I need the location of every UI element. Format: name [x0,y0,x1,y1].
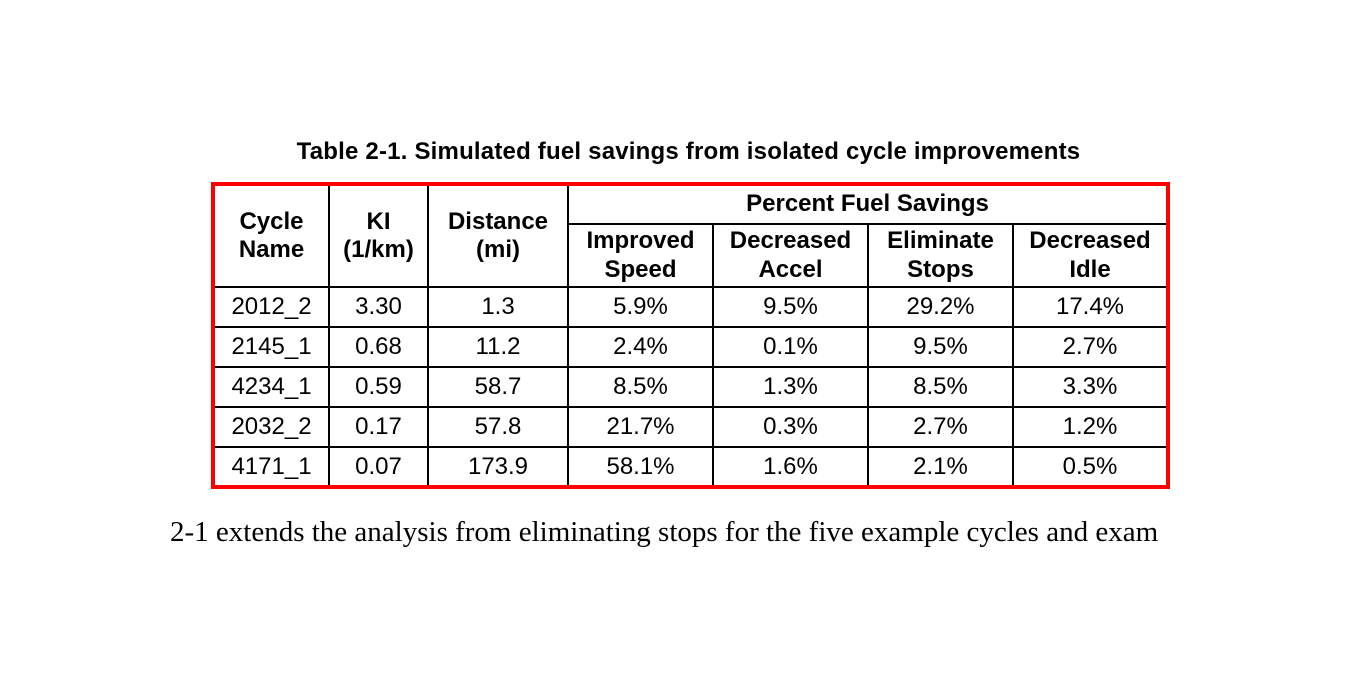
cell-ki: 0.59 [328,366,429,408]
table-row: 4234_1 0.59 58.7 8.5% 1.3% 8.5% 3.3% [212,366,1170,408]
cell-eliminate-stops: 2.1% [867,446,1014,488]
cell-decreased-accel: 1.3% [712,366,869,408]
cell-improved-speed: 58.1% [567,446,714,488]
cell-improved-speed: 21.7% [567,406,714,448]
cell-cycle-name: 2145_1 [212,326,330,368]
cell-distance: 1.3 [427,286,569,328]
cell-improved-speed: 8.5% [567,366,714,408]
header-row-sub: Improved Speed Decreased Accel Eliminate… [213,223,1170,288]
cell-distance: 173.9 [427,446,569,488]
col-header-decreased-idle: Decreased Idle [1011,223,1170,288]
cell-decreased-accel: 0.1% [712,326,869,368]
cell-ki: 0.68 [328,326,429,368]
col-header-cycle-name: Cycle Name [212,183,330,288]
col-header-decreased-accel: Decreased Accel [712,223,869,288]
cell-distance: 57.8 [427,406,569,448]
cell-ki: 0.17 [328,406,429,448]
table-row: 2145_1 0.68 11.2 2.4% 0.1% 9.5% 2.7% [212,326,1170,368]
cell-decreased-accel: 9.5% [712,286,869,328]
cell-cycle-name: 4234_1 [212,366,330,408]
cell-improved-speed: 2.4% [567,326,714,368]
cell-decreased-idle: 3.3% [1011,366,1170,408]
cell-improved-speed: 5.9% [567,286,714,328]
cell-eliminate-stops: 9.5% [867,326,1014,368]
cell-cycle-name: 2032_2 [212,406,330,448]
table-row: 2032_2 0.17 57.8 21.7% 0.3% 2.7% 1.2% [212,406,1170,448]
cell-cycle-name: 4171_1 [212,446,330,488]
cell-decreased-idle: 2.7% [1011,326,1170,368]
cell-decreased-idle: 17.4% [1011,286,1170,328]
col-header-improved-speed: Improved Speed [567,223,714,288]
col-header-distance: Distance (mi) [427,183,569,288]
cell-eliminate-stops: 8.5% [867,366,1014,408]
cell-decreased-idle: 0.5% [1011,446,1170,488]
cell-decreased-idle: 1.2% [1011,406,1170,448]
col-header-ki: KI (1/km) [328,183,429,288]
cell-eliminate-stops: 2.7% [867,406,1014,448]
col-group-header-percent-fuel-savings: Percent Fuel Savings [566,183,1170,225]
table-row: 2012_2 3.30 1.3 5.9% 9.5% 29.2% 17.4% [212,286,1170,328]
cell-ki: 3.30 [328,286,429,328]
cell-ki: 0.07 [328,446,429,488]
cell-distance: 58.7 [427,366,569,408]
cell-distance: 11.2 [427,326,569,368]
cell-decreased-accel: 0.3% [712,406,869,448]
header-row-group: Cycle Name KI (1/km) Distance (mi) Perce… [212,183,1170,288]
fuel-savings-table: Cycle Name KI (1/km) Distance (mi) Perce… [211,182,1171,489]
table-caption: Table 2-1. Simulated fuel savings from i… [296,138,1081,165]
cell-cycle-name: 2012_2 [212,286,330,328]
cell-decreased-accel: 1.6% [712,446,869,488]
table-row: 4171_1 0.07 173.9 58.1% 1.6% 2.1% 0.5% [212,446,1170,488]
body-paragraph-text: 2-1 extends the analysis from eliminatin… [170,516,1159,548]
cell-eliminate-stops: 29.2% [867,286,1014,328]
col-header-eliminate-stops: Eliminate Stops [867,223,1014,288]
